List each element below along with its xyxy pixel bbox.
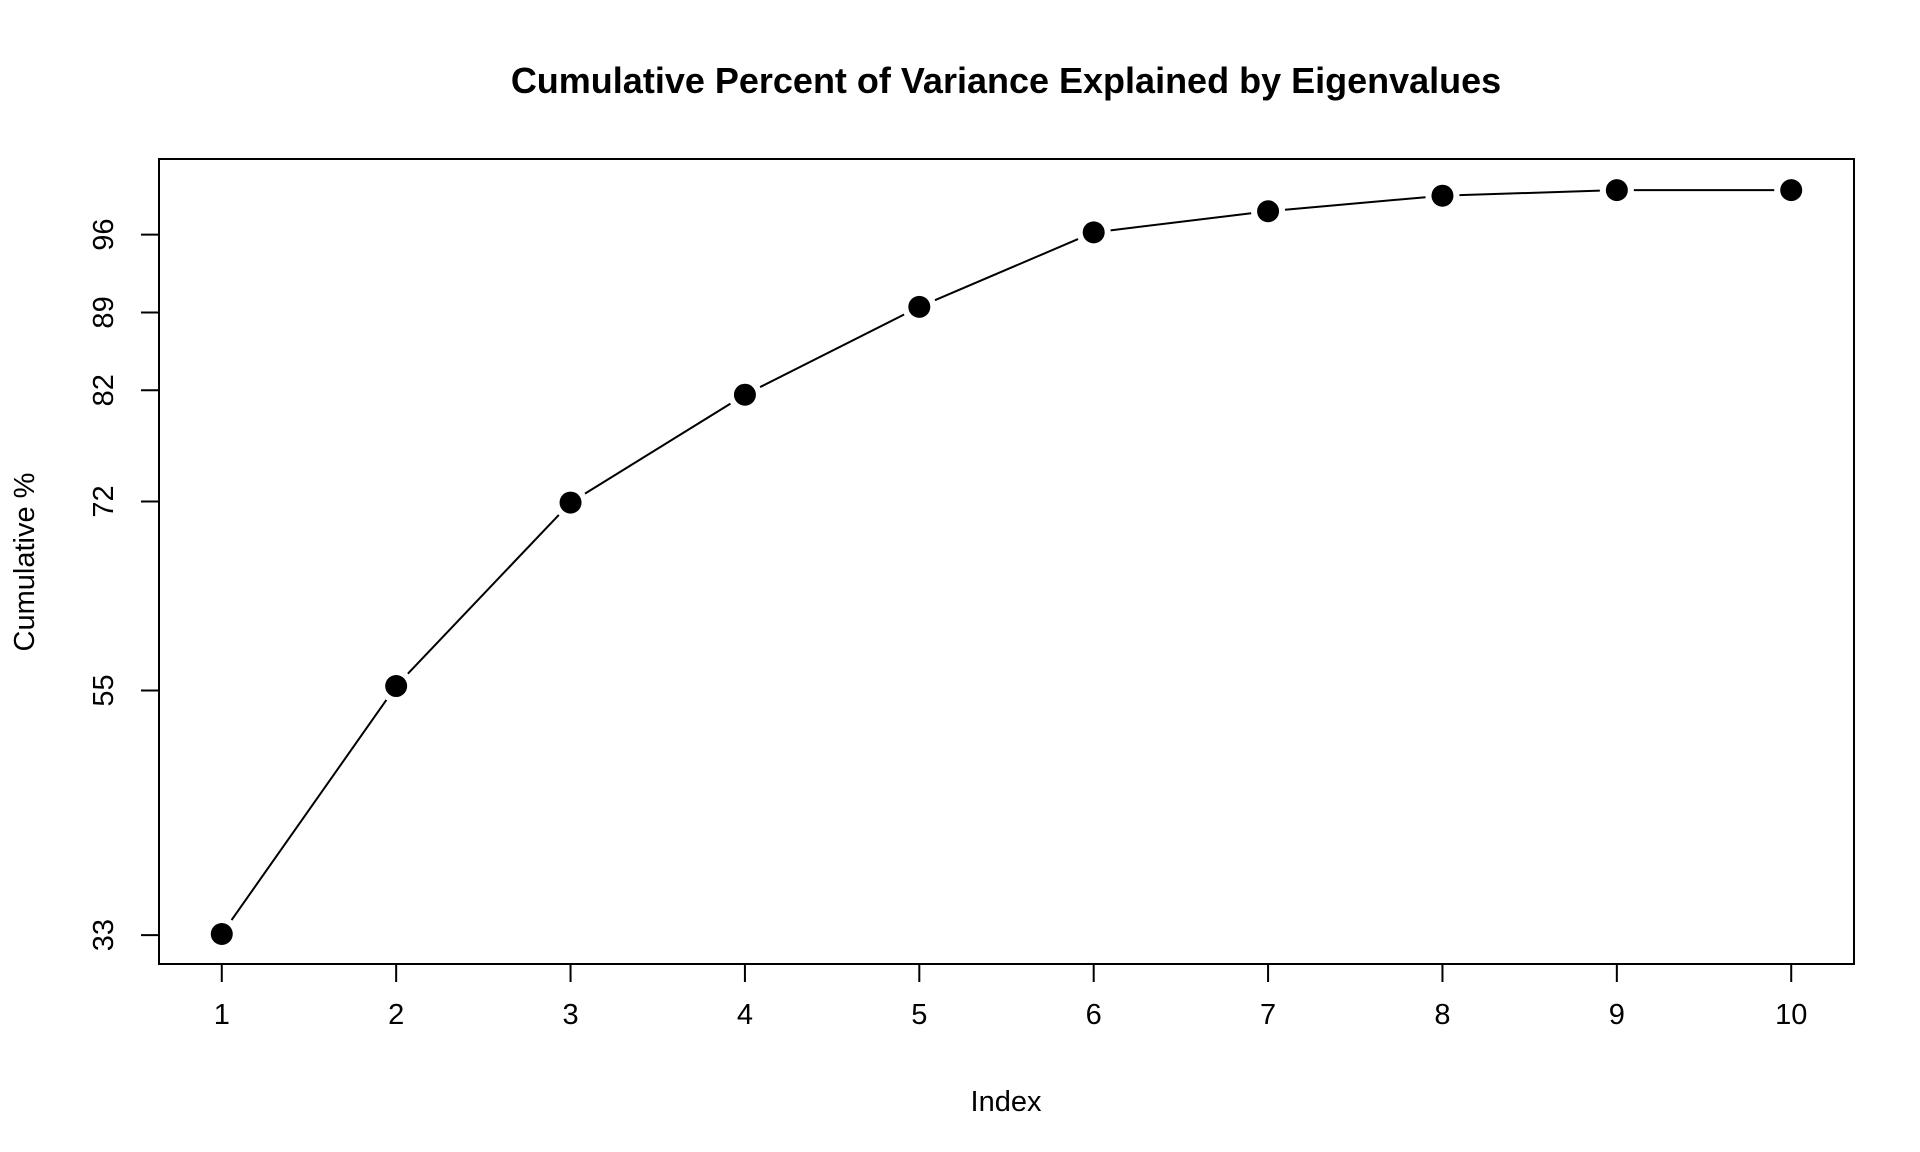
data-point xyxy=(1431,184,1454,207)
x-tick-label: 8 xyxy=(1434,999,1450,1031)
series-line-segment xyxy=(934,238,1079,302)
x-tick-label: 10 xyxy=(1775,999,1807,1031)
data-point xyxy=(1780,179,1803,202)
y-tick-label: 82 xyxy=(88,374,120,406)
data-point xyxy=(559,491,582,514)
x-tick-label: 6 xyxy=(1086,999,1102,1031)
y-tick-label: 33 xyxy=(88,919,120,951)
plot-frame xyxy=(158,158,1855,965)
series-line-segment xyxy=(230,699,388,921)
data-point xyxy=(1082,221,1105,244)
y-tick-label: 96 xyxy=(88,218,120,250)
x-axis-label: Index xyxy=(971,1086,1042,1118)
y-axis: 33 55 72 82 89 96 xyxy=(88,218,160,951)
series-line-segment xyxy=(407,514,560,675)
data-point xyxy=(1257,200,1280,223)
series-line-segment xyxy=(1459,189,1600,197)
series-line-segment xyxy=(1284,196,1426,211)
series-line-segment xyxy=(1110,212,1252,232)
x-tick-label: 5 xyxy=(911,999,927,1031)
y-tick-label: 72 xyxy=(88,485,120,517)
chart-title: Cumulative Percent of Variance Explained… xyxy=(511,60,1501,101)
y-axis-label: Cumulative % xyxy=(9,473,41,652)
series-layer xyxy=(210,179,1803,945)
y-tick-label: 55 xyxy=(88,674,120,706)
x-axis: 1 2 3 4 5 6 7 8 9 10 xyxy=(214,963,1807,1031)
x-tick-label: 4 xyxy=(737,999,753,1031)
data-point xyxy=(908,295,931,318)
x-tick-label: 2 xyxy=(388,999,404,1031)
x-tick-label: 3 xyxy=(562,999,578,1031)
x-tick-label: 9 xyxy=(1609,999,1625,1031)
series-line-segment xyxy=(759,313,905,388)
y-tick-label: 89 xyxy=(88,296,120,328)
x-tick-label: 7 xyxy=(1260,999,1276,1031)
series-line-segment xyxy=(584,402,731,495)
x-tick-label: 1 xyxy=(214,999,230,1031)
data-point xyxy=(733,383,756,406)
data-point xyxy=(385,675,408,698)
data-point xyxy=(1605,179,1628,202)
data-point xyxy=(210,922,233,945)
